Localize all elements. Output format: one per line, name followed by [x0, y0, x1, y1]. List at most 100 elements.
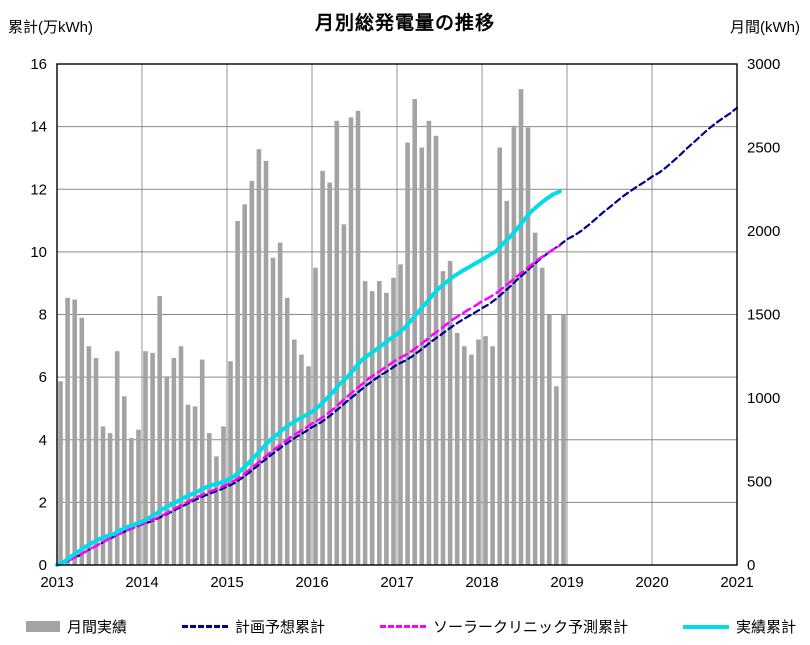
monthly-bar — [511, 125, 517, 566]
monthly-bar — [561, 314, 566, 565]
monthly-bar — [143, 351, 148, 565]
legend-item-actual-cumulative: 実績累計 — [682, 616, 796, 637]
x-tick-label: 2019 — [550, 574, 583, 591]
monthly-bar — [391, 277, 396, 565]
left-tick-label: 8 — [39, 307, 47, 324]
monthly-bar — [497, 147, 502, 565]
legend-label-actual-cumulative: 実績累計 — [735, 619, 796, 636]
right-tick-label: 1000 — [747, 390, 780, 407]
monthly-bar — [150, 352, 155, 565]
monthly-bar — [299, 354, 304, 565]
x-tick-label: 2020 — [635, 574, 668, 591]
legend-item-plan-cumulative: 計画予想累計 — [181, 616, 325, 637]
right-axis-unit-label: 月間(kWh) — [730, 19, 800, 36]
monthly-bar — [185, 404, 191, 565]
monthly-bar — [327, 182, 332, 565]
bar-swatch-icon — [26, 621, 60, 632]
right-tick-label: 2000 — [747, 223, 780, 240]
x-tick-label: 2018 — [465, 574, 498, 591]
monthly-bar — [518, 89, 524, 565]
legend-label-monthly-actual: 月間実績 — [67, 619, 128, 636]
monthly-bar — [100, 426, 106, 565]
monthly-bar — [58, 381, 63, 565]
legend-item-forecast-cumulative: ソーラークリニック予測累計 — [379, 616, 628, 637]
left-tick-label: 4 — [39, 432, 47, 449]
left-tick-label: 14 — [30, 119, 47, 136]
monthly-bar — [199, 359, 205, 565]
monthly-bar — [164, 376, 170, 565]
right-tick-label: 2500 — [747, 140, 780, 157]
right-tick-label: 1500 — [747, 307, 780, 324]
monthly-bar — [320, 170, 325, 565]
x-tick-label: 2014 — [125, 574, 158, 591]
monthly-bar — [504, 200, 510, 565]
monthly-bar — [341, 224, 347, 566]
monthly-bar — [412, 99, 417, 565]
x-tick-label: 2016 — [295, 574, 328, 591]
monthly-bar — [79, 317, 85, 565]
monthly-bar — [398, 264, 403, 565]
monthly-bar — [355, 110, 361, 566]
monthly-bar — [362, 281, 368, 565]
monthly-bar — [313, 267, 318, 565]
plot-border — [56, 63, 738, 566]
monthly-bar — [440, 271, 446, 565]
monthly-bar — [277, 242, 283, 565]
monthly-bar — [483, 336, 488, 565]
left-tick-label: 6 — [39, 369, 47, 386]
left-tick-label: 12 — [30, 181, 47, 198]
monthly-bar — [554, 386, 559, 565]
x-tick-label: 2015 — [210, 574, 243, 591]
cyan-solid-line-icon — [682, 624, 729, 629]
monthly-bar — [284, 297, 290, 565]
right-tick-label: 500 — [747, 474, 772, 491]
monthly-bar — [490, 346, 495, 565]
monthly-bar — [249, 180, 255, 565]
left-axis-unit-label: 累計(万kWh) — [8, 19, 93, 36]
monthly-bar — [136, 429, 141, 565]
monthly-bar — [348, 117, 354, 566]
left-tick-label: 2 — [39, 494, 47, 511]
monthly-bar — [525, 127, 531, 565]
right-tick-label: 3000 — [747, 56, 780, 73]
monthly-bar — [334, 120, 340, 566]
legend-item-monthly-actual: 月間実績 — [26, 616, 127, 637]
chart-legend: 月間実績 計画予想累計 ソーラークリニック予測累計 実績累計 — [26, 616, 796, 637]
monthly-bar — [263, 160, 269, 565]
monthly-bar — [107, 433, 113, 565]
monthly-bar — [65, 297, 70, 565]
monthly-bar — [419, 147, 425, 565]
left-tick-label: 10 — [30, 244, 47, 261]
monthly-bar — [228, 361, 233, 565]
monthly-bar — [292, 339, 297, 565]
monthly-bar — [447, 261, 453, 565]
x-tick-label: 2017 — [380, 574, 413, 591]
monthly-bar — [476, 339, 481, 565]
monthly-bar — [235, 221, 240, 565]
series-line-actual-cumulative — [55, 189, 562, 567]
monthly-bar — [462, 346, 467, 565]
monthly-bar — [157, 296, 162, 565]
x-tick-label: 2013 — [40, 574, 73, 591]
monthly-bar — [547, 314, 552, 565]
monthly-bar — [221, 426, 226, 565]
monthly-bar — [539, 267, 545, 565]
monthly-bar — [469, 354, 474, 565]
legend-label-forecast-cumulative: ソーラークリニック予測累計 — [432, 619, 628, 636]
monthly-bar — [171, 357, 177, 565]
x-tick-label: 2021 — [720, 574, 753, 591]
chart-title: 月別総発電量の推移 — [314, 13, 495, 34]
monthly-bar — [242, 204, 247, 566]
right-tick-label: 0 — [747, 557, 755, 574]
monthly-bar — [369, 291, 375, 565]
monthly-bar — [214, 456, 219, 565]
monthly-bar — [306, 366, 311, 565]
monthly-bar — [178, 346, 184, 565]
monthly-bar — [129, 438, 134, 565]
left-tick-label: 0 — [39, 557, 47, 574]
monthly-bar — [72, 299, 77, 565]
monthly-bar — [270, 257, 276, 565]
monthly-bar — [377, 281, 382, 565]
monthly-bar — [122, 396, 127, 565]
